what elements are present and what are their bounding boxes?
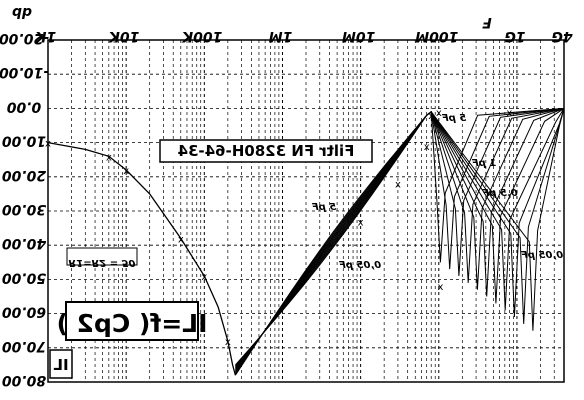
- data-marker: x: [123, 166, 129, 177]
- x-tick-label: 1M: [269, 28, 293, 44]
- y-unit-label: db: [12, 4, 32, 20]
- data-marker: x: [436, 108, 442, 119]
- y-tick-label: 20.00: [2, 167, 47, 183]
- x-tick-label: 1G: [504, 28, 525, 44]
- x-tick-label: 10K: [108, 28, 139, 44]
- chart-title: Filtr FN 3280H-64-34: [178, 142, 355, 160]
- x-tick-label: 1K: [35, 28, 57, 44]
- data-marker: x: [225, 337, 231, 348]
- data-marker: x: [395, 180, 401, 191]
- data-marker: x: [437, 282, 443, 293]
- y-tick-label: 0.00: [6, 98, 41, 114]
- formula-box: [65, 301, 199, 341]
- label-right-05pf: 0,5 pF: [482, 188, 517, 199]
- label-right-5pf: 5 pF: [442, 113, 467, 124]
- data-marker: x: [428, 111, 434, 122]
- y-tick-label: 80.00: [2, 372, 47, 388]
- x-tick-label: 100K: [181, 28, 222, 44]
- series-line-common: [47, 141, 237, 376]
- y-tick-label: -20.00: [0, 30, 49, 46]
- data-marker: x: [358, 217, 364, 228]
- data-marker: x: [106, 152, 112, 163]
- label-left-5pf: 5 pF: [312, 202, 337, 213]
- x-unit-label: F: [482, 14, 492, 30]
- formula-label: IL=f( Cp2 ): [57, 309, 208, 338]
- condition-box: [66, 247, 138, 266]
- y-tick-labels: -20.00 -10.00 0.00 10.00 20.00 30.00 40.00 50.0…: [0, 30, 49, 388]
- label-right-1pf: 1 pF: [472, 158, 497, 169]
- y-tick-label: 60.00: [2, 304, 47, 320]
- data-marker: x: [201, 272, 207, 283]
- data-marker: x: [424, 142, 430, 153]
- title-box: [159, 139, 373, 163]
- label-left-005pf: 0,05 pF: [339, 260, 381, 271]
- condition-label: R1=R2 = 50: [69, 257, 136, 268]
- y-axis-name-box: [49, 349, 73, 379]
- x-tick-label: 4G: [551, 28, 573, 44]
- plot-frame: [47, 39, 565, 383]
- series-line-0_05pf: [235, 108, 565, 366]
- y-tick-label: -10.00: [0, 64, 49, 80]
- series-lines: [47, 107, 565, 376]
- y-tick-label: 10.00: [2, 133, 47, 149]
- y-tick-label: 40.00: [2, 235, 48, 251]
- y-tick-label: 50.00: [2, 269, 47, 285]
- y-tick-label: 70.00: [2, 338, 47, 354]
- data-marker: x: [178, 234, 184, 245]
- data-marker: x: [506, 108, 512, 119]
- y-axis-name: IL: [53, 356, 69, 374]
- x-tick-label: 100M: [415, 28, 458, 44]
- y-tick-label: 30.00: [2, 201, 47, 217]
- x-tick-label: 10M: [342, 28, 375, 44]
- label-right-005pf: 0,05 pF: [521, 250, 563, 261]
